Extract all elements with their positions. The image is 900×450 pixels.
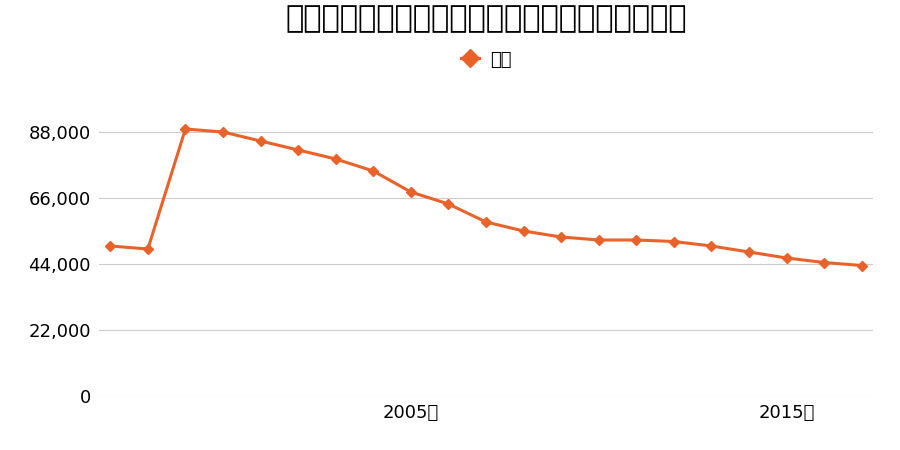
価格	[819, 260, 830, 265]
価格	[518, 228, 529, 234]
Title: 三重県伊勢市神社港字北小路９４番外の地価推移: 三重県伊勢市神社港字北小路９４番外の地価推移	[285, 4, 687, 33]
価格	[781, 255, 792, 261]
価格	[105, 243, 116, 249]
価格	[368, 168, 379, 174]
価格	[856, 263, 867, 268]
価格	[669, 239, 680, 244]
Line: 価格: 価格	[107, 126, 865, 269]
価格	[743, 249, 754, 255]
価格	[631, 237, 642, 243]
価格	[555, 234, 566, 240]
価格	[330, 156, 341, 162]
Legend: 価格: 価格	[454, 43, 518, 76]
価格	[706, 243, 716, 249]
価格	[142, 246, 153, 252]
価格	[481, 219, 491, 225]
価格	[593, 237, 604, 243]
価格	[180, 126, 191, 132]
価格	[256, 138, 266, 144]
価格	[218, 129, 229, 135]
価格	[292, 147, 303, 153]
価格	[443, 201, 454, 207]
価格	[406, 189, 417, 195]
